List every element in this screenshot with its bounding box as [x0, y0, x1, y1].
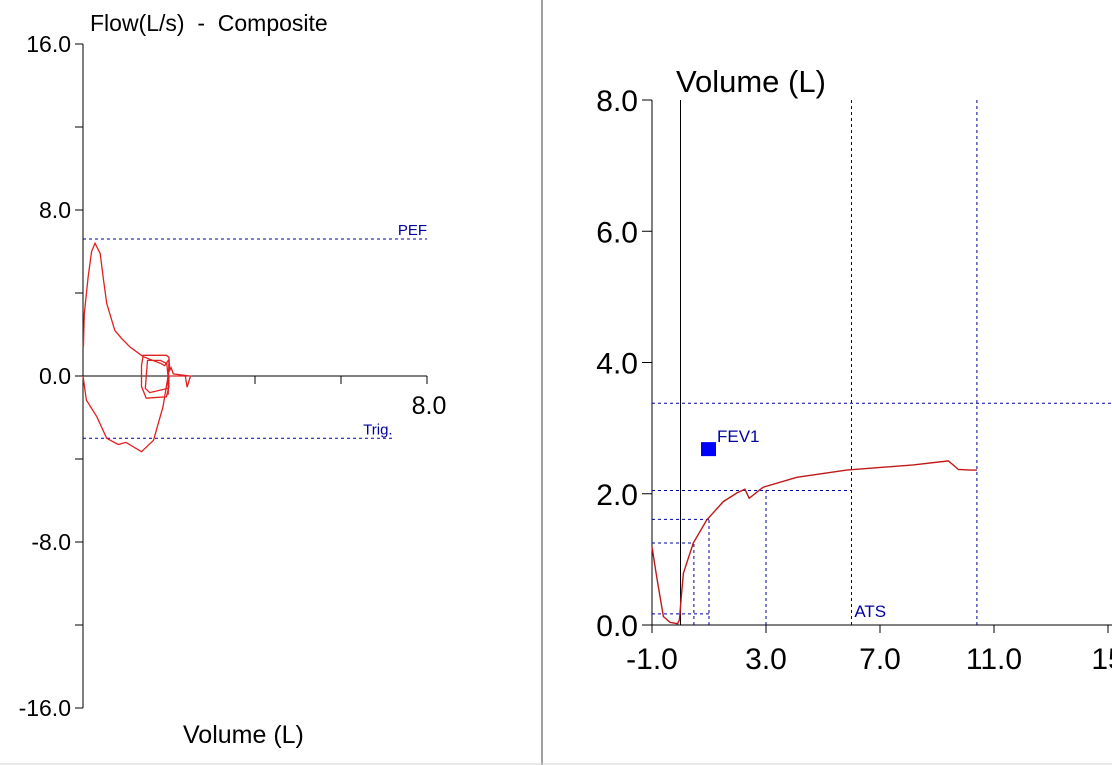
flow-volume-xlabel: Volume (L)	[183, 721, 304, 749]
flow-volume-title: Flow(L/s) - Composite	[90, 10, 328, 36]
x-tick-label: 8.0	[412, 392, 447, 420]
marker-label-fev1: FEV1	[717, 427, 760, 446]
volume-time-title: Volume (L)	[676, 64, 826, 99]
x-tick-label: 7.0	[859, 643, 901, 676]
ref-label-trig: Trig.	[363, 421, 392, 438]
flow-volume-chart: Flow(L/s) - Composite Volume (L) 16.0 8.0…	[19, 10, 447, 749]
y-tick-label: 2.0	[596, 479, 638, 512]
y-tick-label: 0.0	[39, 363, 71, 389]
y-tick-label: 4.0	[596, 348, 638, 381]
y-tick-label: 8.0	[39, 197, 71, 223]
y-tick-label: 16.0	[26, 31, 71, 57]
series-volume-time	[651, 460, 977, 625]
x-tick-label: 3.0	[745, 643, 787, 676]
marker-fev1	[701, 442, 716, 457]
x-tick-label: -1.0	[626, 643, 678, 676]
y-tick-label: 8.0	[596, 85, 638, 118]
annotation-ats: ATS	[854, 602, 886, 621]
y-tick-label: 6.0	[596, 216, 638, 249]
series-flow-volume-loop	[82, 241, 192, 453]
ref-label-pef: PEF	[398, 222, 427, 239]
y-tick-label: -8.0	[31, 529, 71, 555]
volume-time-chart: Volume (L) 8.0 6.0 4.0 2.0 0.0-1.0 3.0 7.0 11.0…	[596, 64, 1112, 676]
x-tick-label: 11.0	[966, 643, 1022, 676]
y-tick-label: 0.0	[596, 610, 638, 643]
y-tick-label: -16.0	[19, 695, 71, 721]
x-tick-label: 15	[1091, 643, 1112, 676]
